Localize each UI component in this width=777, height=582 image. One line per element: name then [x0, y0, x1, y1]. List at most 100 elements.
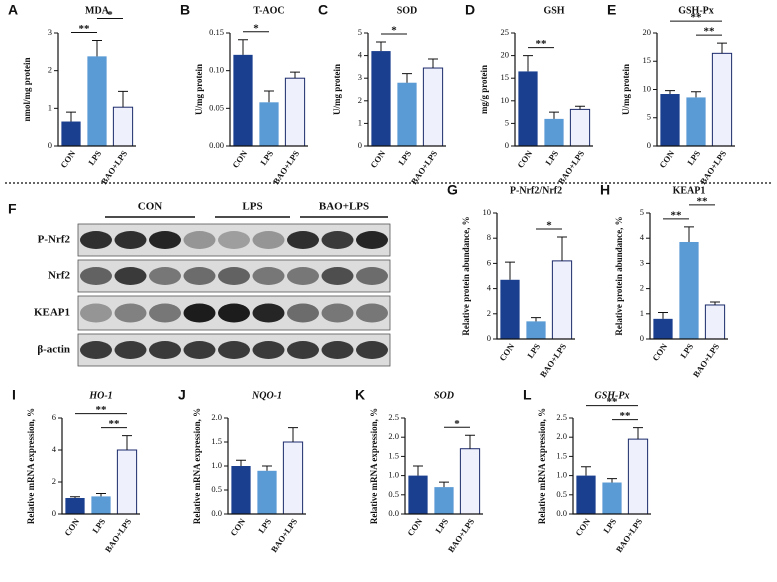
significance-label: * [253, 22, 259, 34]
significance-label: * [391, 25, 397, 37]
x-tick-label: CON [228, 516, 248, 538]
bar [518, 71, 538, 146]
error-bar [575, 105, 585, 110]
y-tick-label: 1.5 [388, 450, 399, 460]
blot-band [218, 267, 250, 285]
chart-title: HO-1 [88, 390, 112, 401]
y-tick-label: 2 [358, 95, 362, 105]
panel-letter: I [12, 387, 16, 403]
y-tick-label: 0.10 [209, 65, 224, 75]
y-tick-label: 15 [501, 72, 510, 82]
bar [87, 56, 107, 146]
significance-label: ** [79, 23, 91, 35]
y-tick-label: 4 [640, 232, 645, 242]
blot-band [356, 303, 388, 323]
x-tick-label: BAO+LPS [103, 516, 134, 554]
error-bar [262, 465, 272, 471]
bar [569, 108, 591, 147]
error-bar [717, 42, 727, 54]
bar [61, 121, 81, 146]
x-tick-label: CON [405, 516, 425, 538]
bar [544, 118, 564, 146]
error-bar [505, 261, 515, 280]
significance-label: * [454, 418, 460, 430]
panel-letter: A [8, 2, 18, 18]
y-axis-label: Relative mRNA expression, % [26, 408, 36, 524]
y-tick-label: 1 [640, 308, 644, 318]
bar [371, 51, 391, 146]
y-tick-label: 2 [487, 308, 491, 318]
blot-band [356, 341, 388, 359]
error-bar [264, 90, 274, 103]
x-tick-label: BAO+LPS [538, 341, 569, 379]
error-bar [684, 226, 694, 242]
y-axis-label: U/mg protein [194, 64, 204, 115]
x-tick-label: CON [368, 148, 388, 170]
y-tick-label: 10 [501, 95, 510, 105]
chart-title: T-AOC [253, 5, 284, 16]
axes [656, 33, 735, 147]
x-tick-label: LPS [86, 148, 103, 167]
y-axis-label: nmol/mg protein [22, 57, 32, 121]
significance-label: * [107, 9, 113, 21]
blot-band [321, 267, 354, 285]
error-bar [710, 301, 720, 305]
x-tick-label: CON [497, 341, 517, 363]
bar [459, 448, 481, 515]
y-axis-label: Relative mRNA expression, % [192, 408, 202, 524]
chart-title: MDA [85, 5, 110, 16]
y-tick-label: 4 [52, 444, 57, 454]
error-bar [633, 427, 643, 440]
bar [704, 304, 726, 340]
group-label: LPS [242, 201, 262, 213]
blot-band [80, 267, 112, 285]
blot-band [356, 231, 388, 249]
blot-band [183, 341, 216, 359]
error-bar [118, 90, 128, 108]
bar [231, 466, 251, 514]
significance-label: ** [536, 38, 548, 50]
y-tick-label: 3 [640, 257, 644, 267]
y-tick-label: 1.5 [556, 450, 567, 460]
bar [91, 496, 111, 514]
y-tick-label: 3 [358, 72, 362, 82]
y-tick-label: 4 [487, 283, 492, 293]
x-tick-label: LPS [433, 516, 450, 535]
y-tick-label: 5 [647, 112, 651, 122]
y-axis-label: mg/g protein [479, 65, 489, 114]
y-axis-label: U/mg protein [621, 64, 631, 115]
y-tick-label: 2.0 [211, 412, 222, 422]
x-tick-label: LPS [396, 148, 413, 167]
axes [57, 33, 136, 147]
y-tick-label: 0 [487, 333, 491, 343]
y-tick-label: 25 [501, 27, 510, 37]
panel-letter: D [465, 2, 475, 18]
y-tick-label: 2 [640, 283, 644, 293]
x-tick-label: BAO+LPS [698, 148, 729, 186]
y-tick-label: 5 [640, 207, 644, 217]
error-bar [290, 71, 300, 79]
error-bar [92, 40, 102, 57]
blot-band [252, 267, 285, 285]
significance-label: ** [671, 209, 683, 221]
chart-title: GSH [543, 5, 564, 16]
blot-band [218, 231, 250, 249]
x-tick-label: BAO+LPS [446, 516, 477, 554]
panel-letter: K [355, 387, 365, 403]
chart-title: SOD [434, 390, 454, 401]
y-tick-label: 0 [48, 140, 52, 150]
y-tick-label: 1.0 [388, 470, 399, 480]
x-tick-label: LPS [258, 148, 275, 167]
bar [65, 498, 85, 514]
significance-label: ** [704, 26, 716, 38]
blot-band [149, 341, 181, 359]
blot-band [183, 267, 216, 285]
significance-label: ** [691, 12, 703, 24]
axes [404, 418, 483, 515]
blot-band [80, 303, 112, 323]
error-bar [402, 73, 412, 83]
error-bar [557, 236, 567, 261]
y-tick-label: 0.15 [209, 27, 224, 37]
blot-band [356, 267, 388, 285]
y-tick-label: 2.5 [556, 412, 567, 422]
